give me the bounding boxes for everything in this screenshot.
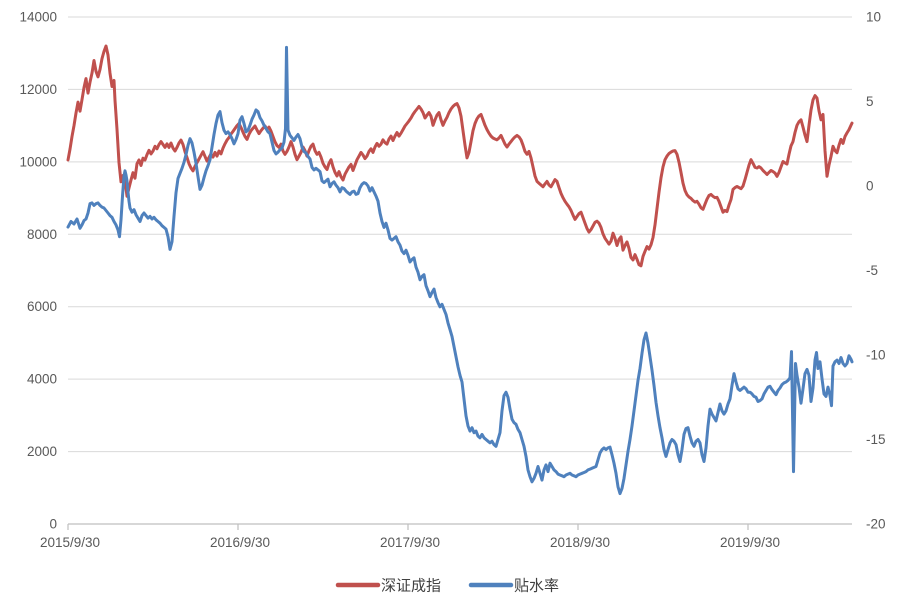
x-axis-tick-label: 2016/9/30	[210, 535, 270, 550]
y-left-tick-label: 10000	[19, 154, 57, 169]
y-right-tick-label: 10	[866, 10, 881, 25]
data-series	[66, 44, 854, 496]
y-right-tick-label: -20	[866, 517, 886, 532]
y-right-tick-label: 0	[866, 179, 874, 194]
x-axis-labels: 2015/9/30 2016/9/30 2017/9/30 2018/9/30 2019…	[40, 535, 780, 550]
legend-item[interactable]: 贴水率	[468, 578, 559, 595]
series-basis-line	[66, 45, 854, 496]
y-left-tick-label: 4000	[27, 372, 57, 387]
y-left-tick-label: 6000	[27, 299, 57, 314]
x-axis-tick-label: 2015/9/30	[40, 535, 100, 550]
y-left-tick-label: 2000	[27, 444, 57, 459]
y-right-tick-label: -10	[866, 348, 886, 363]
x-axis-tick-label: 2018/9/30	[550, 535, 610, 550]
y-left-tick-label: 8000	[27, 227, 57, 242]
y-right-tick-label: -5	[866, 263, 878, 278]
axis-lines	[67, 523, 852, 530]
y-right-tick-label: 5	[866, 94, 874, 109]
x-axis-tick-label: 2019/9/30	[720, 535, 780, 550]
gridlines	[68, 16, 852, 453]
y-axis-right-labels: 10 5 0 -5 -10 -15 -20	[866, 10, 886, 532]
y-axis-left-labels: 0 2000 4000 6000 8000 10000 12000 14000	[19, 10, 57, 532]
y-right-tick-label: -15	[866, 432, 886, 447]
y-left-tick-label: 12000	[19, 82, 57, 97]
y-left-tick-label: 14000	[19, 10, 57, 25]
legend-label: 贴水率	[514, 578, 559, 595]
x-axis-tick-label: 2017/9/30	[380, 535, 440, 550]
legend: 深证成指 贴水率	[335, 578, 559, 595]
legend-item[interactable]: 深证成指	[335, 578, 441, 595]
y-left-tick-label: 0	[49, 517, 57, 532]
legend-label: 深证成指	[381, 578, 441, 595]
series-index-line	[66, 44, 854, 268]
